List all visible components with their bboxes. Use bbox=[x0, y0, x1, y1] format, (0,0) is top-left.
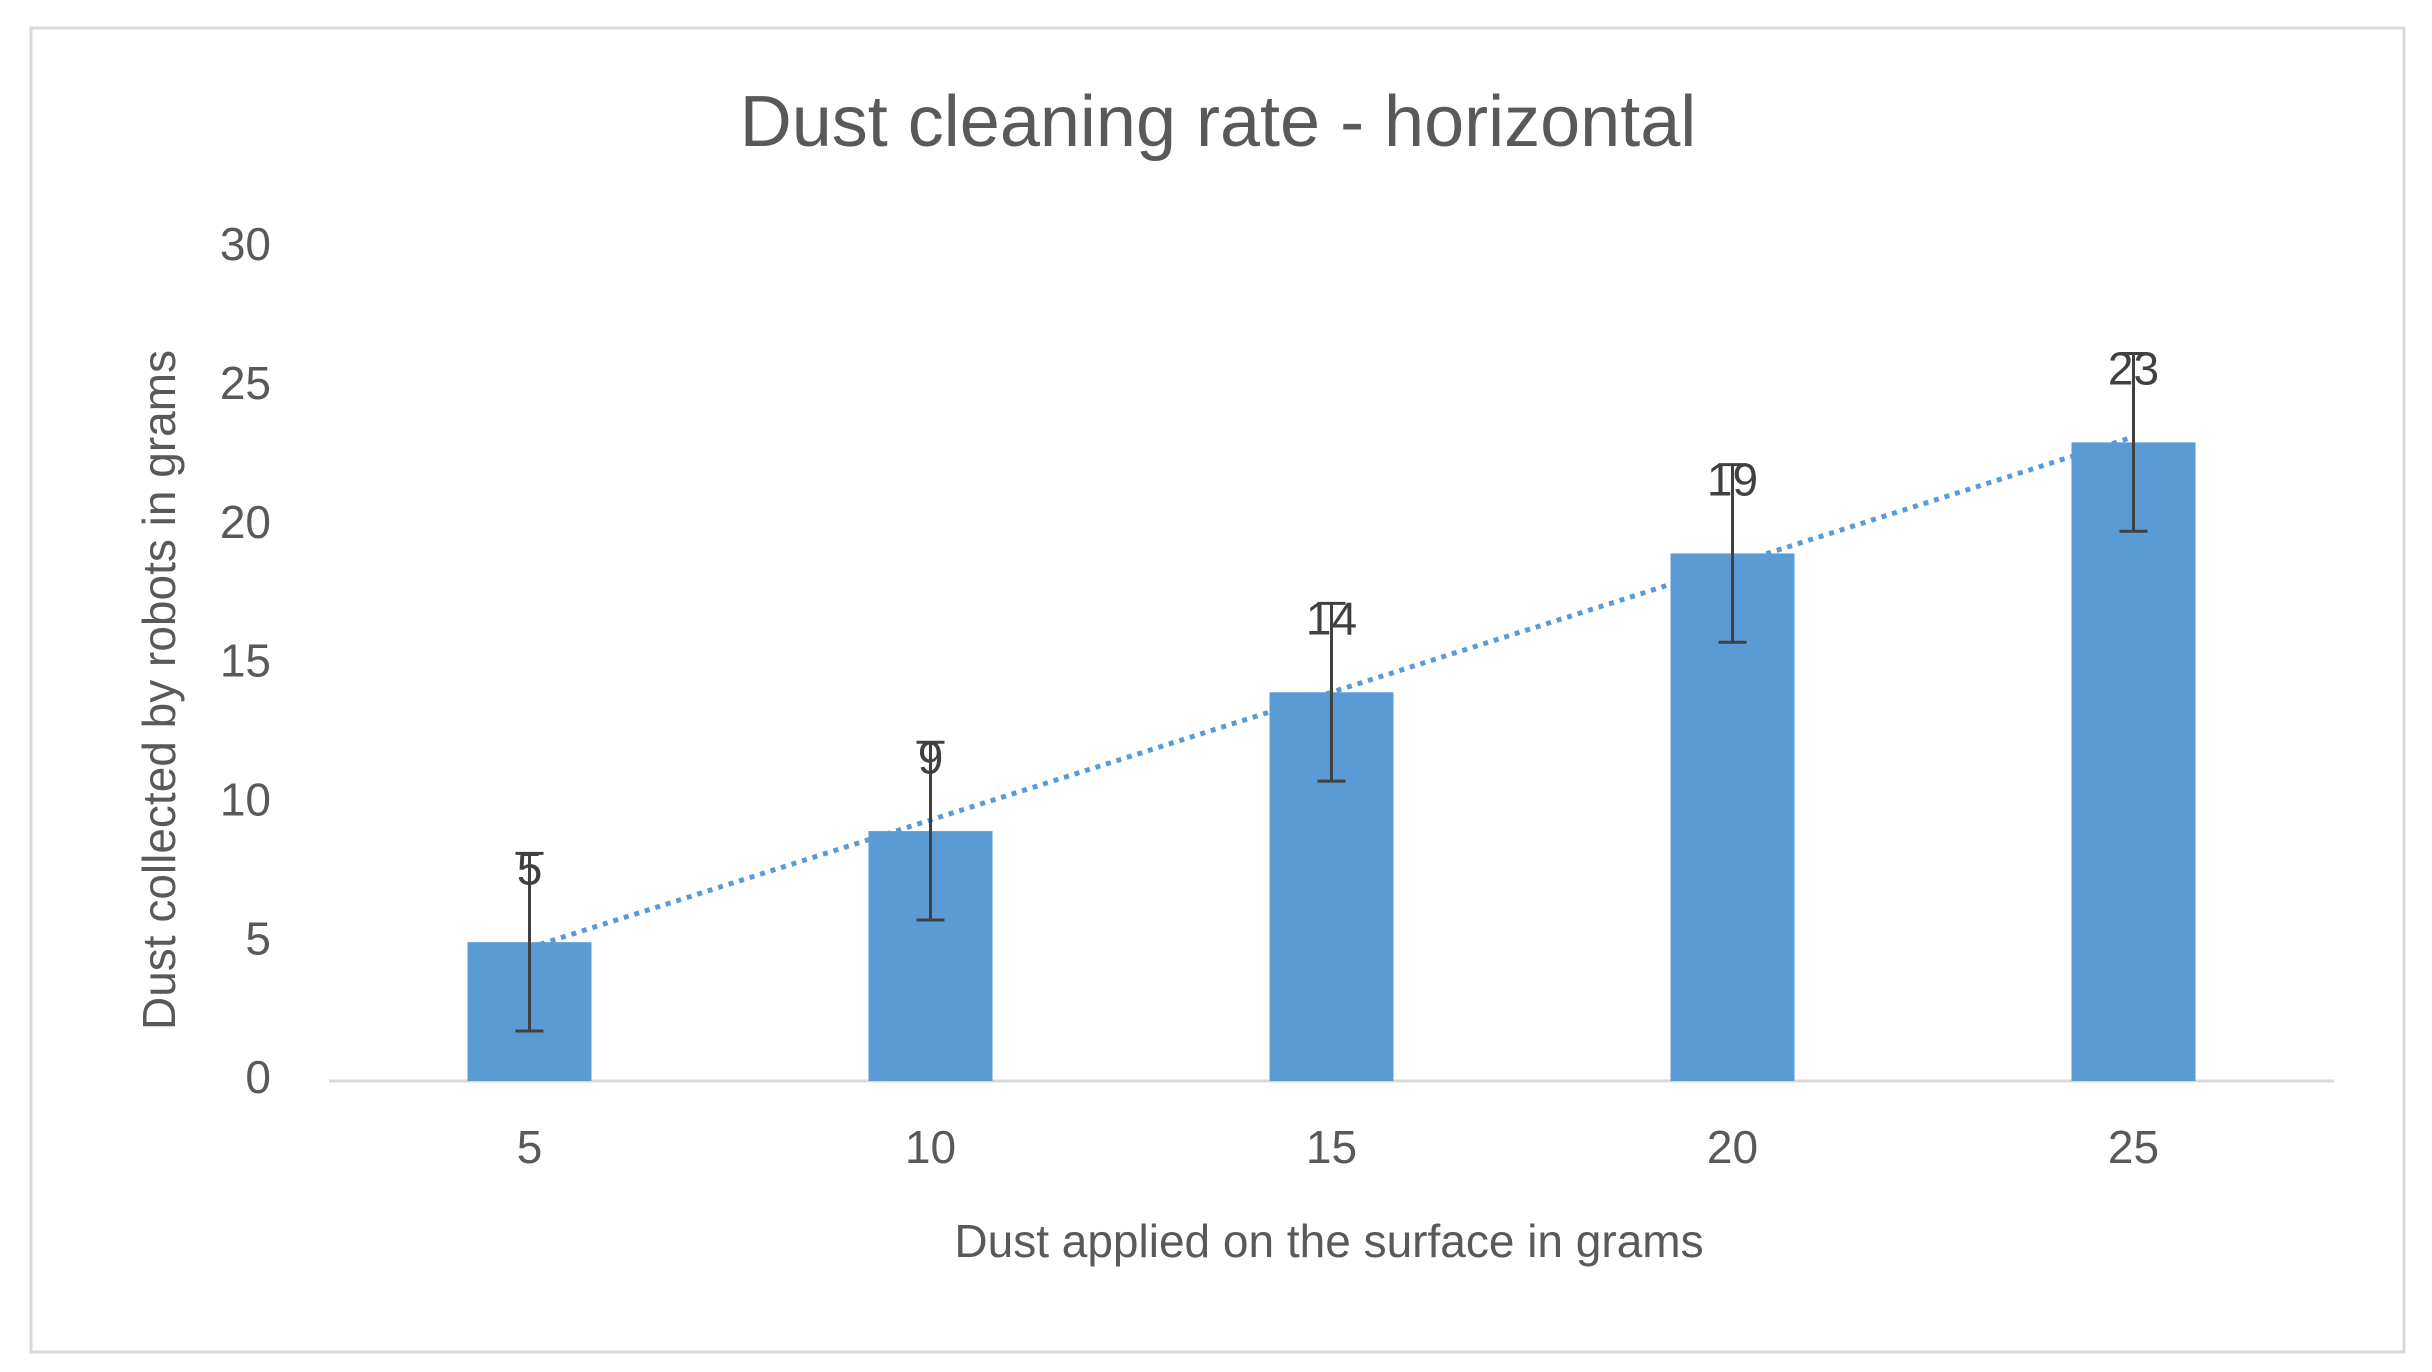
chart-frame bbox=[29, 26, 2406, 1354]
error-bar bbox=[1718, 463, 1747, 644]
error-bar bbox=[1317, 601, 1346, 783]
data-label: 19 bbox=[1707, 454, 1758, 506]
y-tick-label: 10 bbox=[220, 773, 271, 825]
x-axis-title: Dust applied on the surface in grams bbox=[954, 1215, 1703, 1267]
x-tick-label: 10 bbox=[905, 1121, 956, 1173]
y-axis-title: Dust collected by robots in grams bbox=[133, 350, 185, 1030]
y-tick-label: 0 bbox=[245, 1051, 271, 1103]
data-label: 5 bbox=[517, 842, 543, 894]
error-bar bbox=[916, 740, 945, 922]
y-tick-label: 15 bbox=[220, 635, 271, 687]
x-tick-label: 25 bbox=[2108, 1121, 2159, 1173]
x-tick-label: 5 bbox=[517, 1121, 543, 1173]
y-tick-label: 5 bbox=[245, 912, 271, 964]
bar bbox=[2071, 442, 2196, 1081]
chart-title: Dust cleaning rate - horizontal bbox=[740, 82, 1697, 162]
error-bar bbox=[515, 851, 544, 1033]
y-tick-label: 25 bbox=[220, 357, 271, 409]
data-label: 14 bbox=[1306, 592, 1357, 644]
data-label: 23 bbox=[2108, 343, 2159, 395]
data-label: 9 bbox=[918, 731, 944, 783]
x-tick-label: 15 bbox=[1306, 1121, 1357, 1173]
y-tick-label: 30 bbox=[220, 218, 271, 270]
error-bar bbox=[2119, 352, 2148, 533]
y-tick-label: 20 bbox=[220, 496, 271, 548]
x-tick-label: 20 bbox=[1707, 1121, 1758, 1173]
